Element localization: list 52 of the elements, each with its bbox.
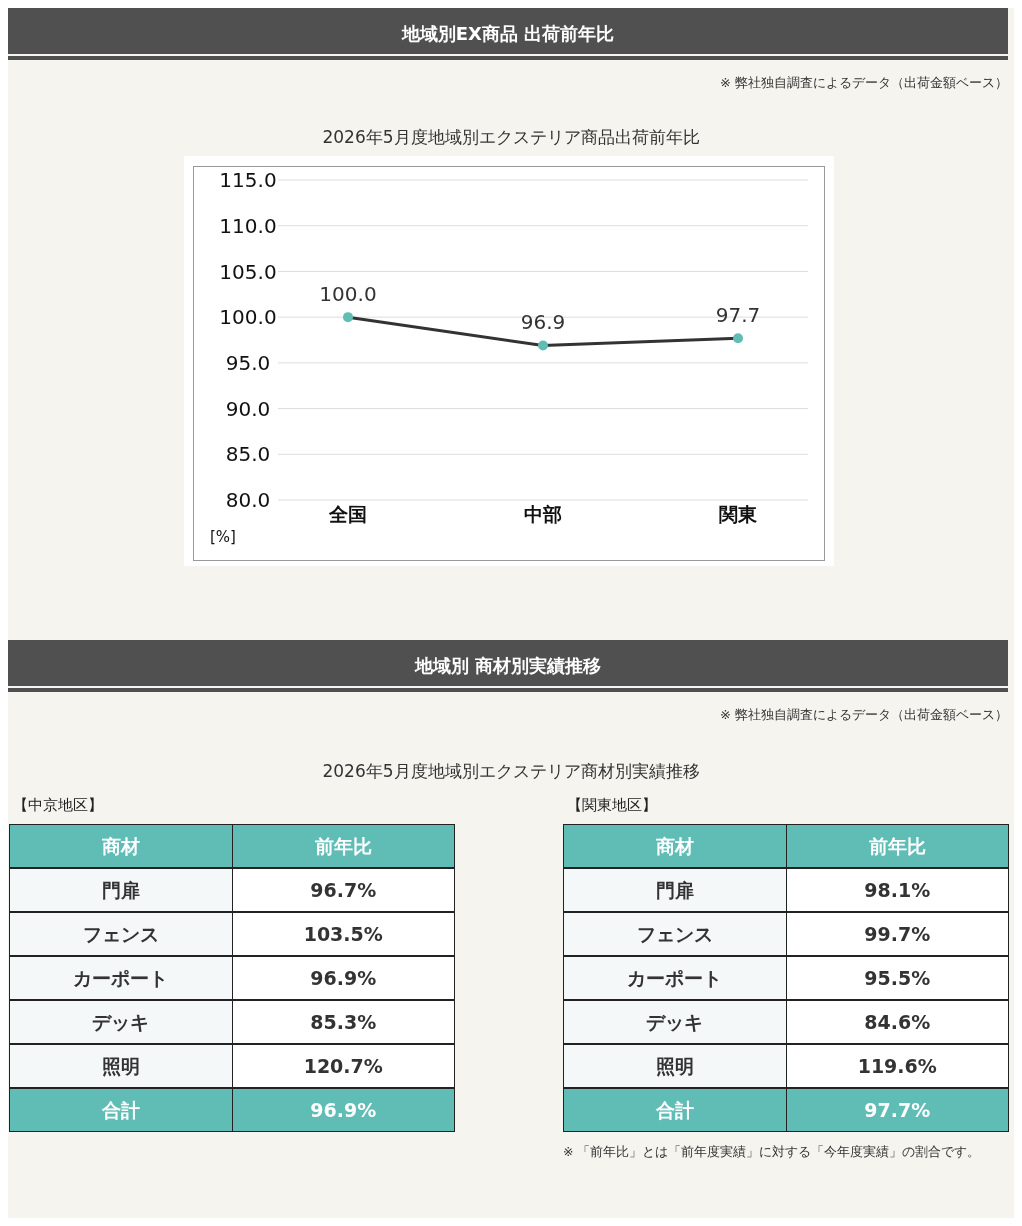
y-tick-label: 110.0 xyxy=(219,213,277,238)
y-tick-label: 80.0 xyxy=(225,488,271,513)
text: 【関東地区】 xyxy=(567,796,657,815)
category-label: カーポート xyxy=(9,956,233,1000)
y-tick-label: 90.0 xyxy=(225,396,271,421)
data-label: 100.0 xyxy=(319,282,377,307)
text: 前年比 xyxy=(785,824,1009,868)
category-label: 門扉 xyxy=(9,868,233,912)
data-label: 119.6% xyxy=(785,1044,1009,1088)
y-tick-label: 115.0 xyxy=(219,168,277,193)
category-label: 照明 xyxy=(9,1044,233,1088)
data-label: 96.7% xyxy=(231,868,455,912)
y-tick-label: 100.0 xyxy=(219,305,277,330)
text: ※ 弊社独自調査によるデータ（出荷金額ベース） xyxy=(719,74,1008,92)
text: 地域別 商材別実績推移 xyxy=(8,640,1008,686)
category-label: 照明 xyxy=(563,1044,787,1088)
data-label: 84.6% xyxy=(785,1000,1009,1044)
text: 商材 xyxy=(9,824,233,868)
text: 2026年5月度地域別エクステリア商材別実績推移 xyxy=(321,760,701,783)
data-label: 99.7% xyxy=(785,912,1009,956)
data-label: 96.9% xyxy=(231,956,455,1000)
category-label: フェンス xyxy=(563,912,787,956)
data-label: 96.9% xyxy=(231,1088,455,1132)
x-tick-label: 全国 xyxy=(328,503,367,526)
data-label: 98.1% xyxy=(785,868,1009,912)
x-tick-label: 関東 xyxy=(719,503,758,526)
text: 商材 xyxy=(563,824,787,868)
data-label: 95.5% xyxy=(785,956,1009,1000)
category-label: デッキ xyxy=(9,1000,233,1044)
text: ※ 弊社独自調査によるデータ（出荷金額ベース） xyxy=(719,706,1008,724)
text: ※ 「前年比」とは「前年度実績」に対する「今年度実績」の割合です。 xyxy=(563,1144,982,1161)
category-label: デッキ xyxy=(563,1000,787,1044)
data-label: 96.9 xyxy=(520,310,566,335)
text: 前年比 xyxy=(231,824,455,868)
y-tick-label: 85.0 xyxy=(225,442,271,467)
y-axis-title: [%] xyxy=(210,528,236,546)
y-tick-label: 95.0 xyxy=(225,350,271,375)
x-tick-label: 中部 xyxy=(524,503,562,526)
data-label: 103.5% xyxy=(231,912,455,956)
text: 【中京地区】 xyxy=(13,796,103,815)
category-label: 合計 xyxy=(9,1088,233,1132)
chart-title: 地域別EX商品 出荷前年比 xyxy=(8,8,1008,54)
y-tick-label: 105.0 xyxy=(219,259,277,284)
data-label: 97.7 xyxy=(715,303,761,328)
data-label: 85.3% xyxy=(231,1000,455,1044)
data-label: 97.7% xyxy=(785,1088,1009,1132)
chart-subtitle: 2026年5月度地域別エクステリア商品出荷前年比 xyxy=(321,126,701,149)
category-label: フェンス xyxy=(9,912,233,956)
category-label: カーポート xyxy=(563,956,787,1000)
category-label: 門扉 xyxy=(563,868,787,912)
category-label: 合計 xyxy=(563,1088,787,1132)
data-label: 120.7% xyxy=(231,1044,455,1088)
